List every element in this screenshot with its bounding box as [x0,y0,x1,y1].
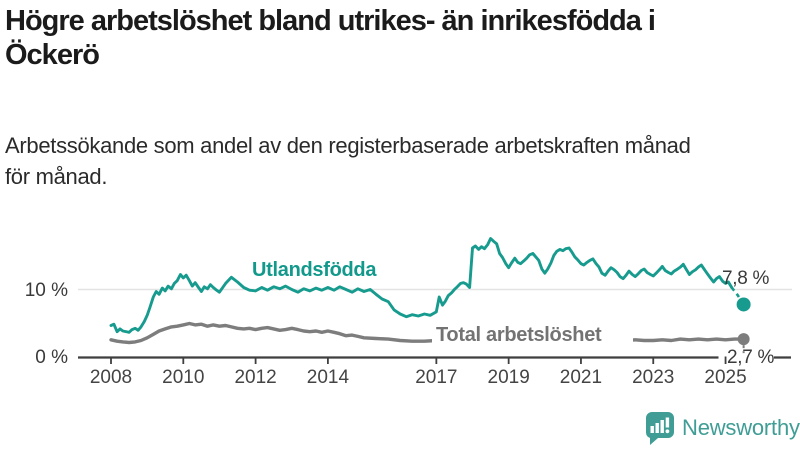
x-tick-label-2017: 2017 [415,367,457,388]
x-tick-label-2021: 2021 [560,367,602,388]
x-axis-tick-labels: 2008 2010 2012 2014 2017 2019 2021 2023 2025 [90,367,747,388]
end-dot-utlandsfodda [736,297,751,312]
x-tick-label-2014: 2014 [307,367,350,388]
line-utlandsfodda [109,237,734,334]
x-tick-label-2019: 2019 [488,367,530,388]
line-total-arbetsloshet [109,321,746,345]
newsworthy-logo[interactable]: Newsworthy [644,411,800,445]
newsworthy-bubble-icon [646,412,674,445]
newsworthy-wordmark: Newsworthy [682,415,800,440]
x-tick-label-2010: 2010 [162,367,204,388]
label-mask [432,327,633,346]
x-tick-label-2025: 2025 [704,367,746,388]
end-value-total: 2,7 % [727,347,775,368]
x-tick-label-2008: 2008 [90,367,132,388]
end-dot-total [737,333,750,346]
y-tick-label-10: 10 % [24,280,68,301]
chart-subtitle: Arbetssökande som andel av den registerb… [5,133,691,189]
x-axis-ticks [110,356,727,364]
series-label-total: Total arbetslöshet [436,324,602,346]
x-tick-label-2012: 2012 [234,367,276,388]
chart-title: Högre arbetslöshet bland utrikes- än inr… [5,5,656,71]
y-tick-label-0: 0 % [35,347,68,368]
series-label-utlandsfodda: Utlandsfödda [252,259,377,281]
x-tick-label-2023: 2023 [632,367,674,388]
end-value-utlandsfodda: 7,8 % [722,268,770,289]
